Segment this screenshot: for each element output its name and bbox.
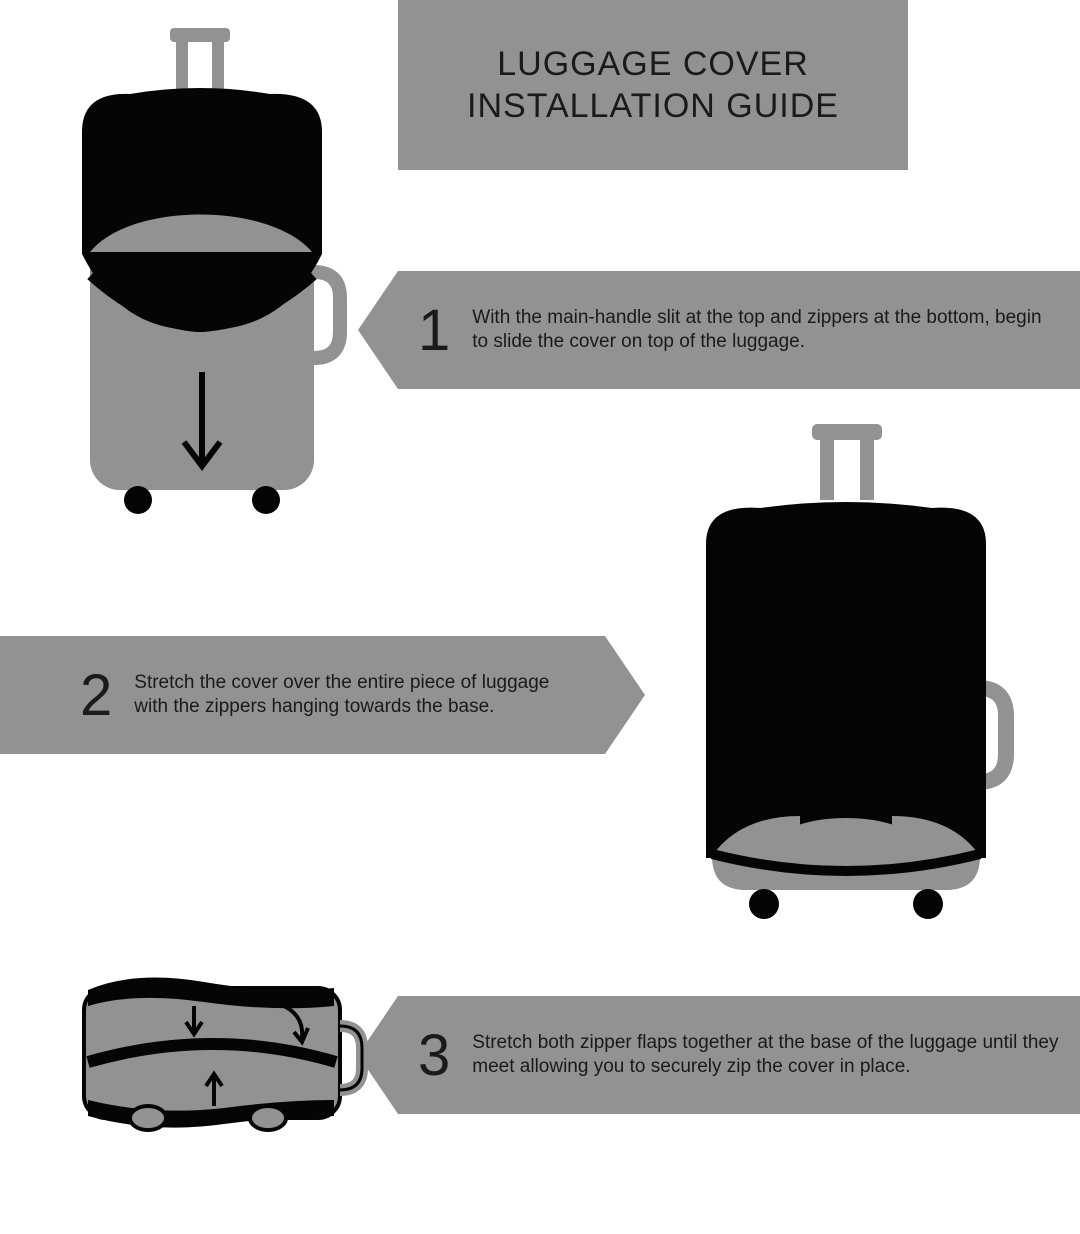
step3-number: 3 [398, 1022, 472, 1089]
title-block: LUGGAGE COVER INSTALLATION GUIDE [398, 0, 908, 170]
step3-bar: 3 Stretch both zipper flaps together at … [398, 996, 1080, 1114]
step2-text: Stretch the cover over the entire piece … [134, 671, 605, 719]
step1-arrow-tip [358, 271, 398, 389]
title-line-2: INSTALLATION GUIDE [467, 85, 839, 128]
step1-text: With the main-handle slit at the top and… [472, 306, 1080, 354]
illustration-step3 [74, 966, 374, 1156]
step2-number: 2 [60, 662, 134, 729]
infographic-canvas: LUGGAGE COVER INSTALLATION GUIDE 1 With … [0, 0, 1080, 1234]
illustration-step2 [660, 418, 1060, 928]
title-line-1: LUGGAGE COVER [467, 43, 839, 86]
illustration-step1 [60, 22, 360, 522]
step2-arrow-tip [605, 636, 645, 754]
step2-bar: 2 Stretch the cover over the entire piec… [0, 636, 605, 754]
step1-number: 1 [398, 297, 472, 364]
step3-text: Stretch both zipper flaps together at th… [472, 1031, 1080, 1079]
step1-bar: 1 With the main-handle slit at the top a… [398, 271, 1080, 389]
